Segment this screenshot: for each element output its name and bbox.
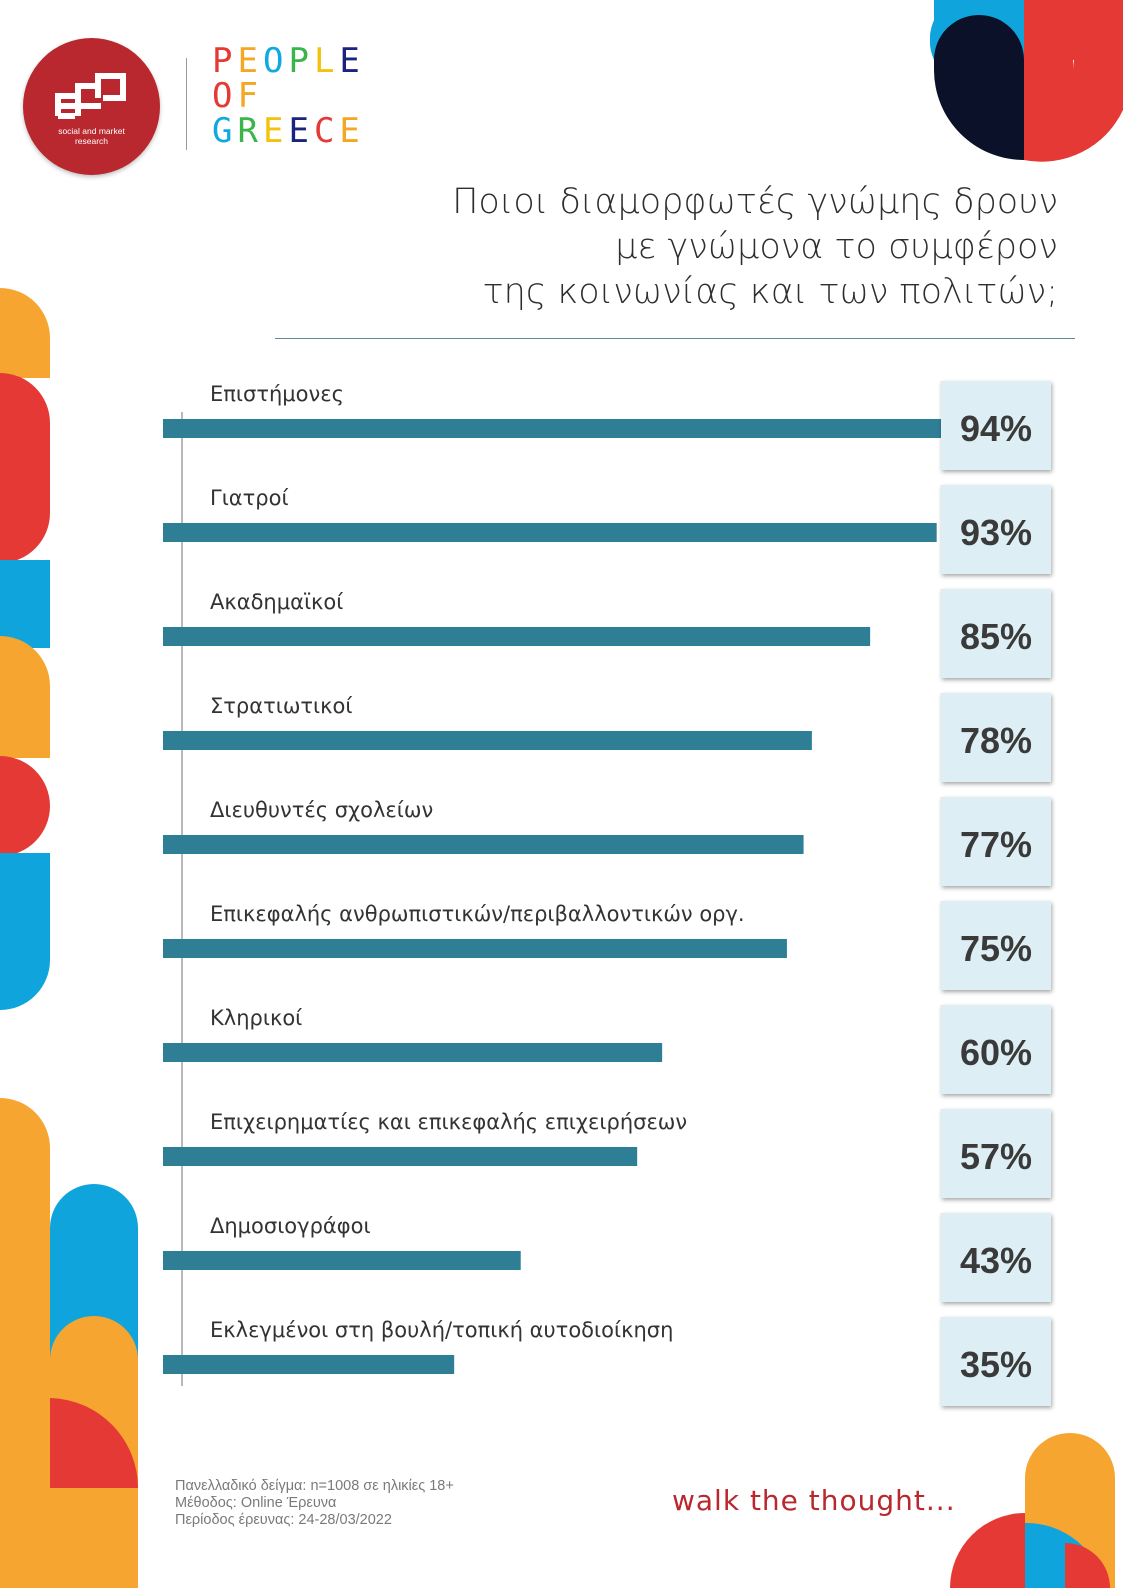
category-label: Επιστήμονες bbox=[210, 382, 344, 406]
wordmark-letter: C bbox=[313, 111, 340, 151]
category-label: Ακαδημαϊκοί bbox=[210, 590, 343, 614]
value-label: 57% bbox=[960, 1136, 1032, 1177]
methodology-notes: Πανελλαδικό δείγμα: n=1008 σε ηλικίες 18… bbox=[175, 1478, 454, 1529]
bar bbox=[163, 1251, 521, 1270]
category-label: Επιχειρηματίες και επικεφαλής επιχειρήσε… bbox=[210, 1110, 687, 1134]
wordmark-line: PEOPLE bbox=[212, 44, 365, 79]
bar bbox=[163, 731, 812, 750]
category-label: Στρατιωτικοί bbox=[210, 694, 353, 718]
value-box bbox=[941, 485, 1051, 574]
category-label: Κληρικοί bbox=[210, 1006, 302, 1030]
top-right-decoration bbox=[930, 0, 1123, 162]
bar bbox=[163, 1043, 663, 1062]
title-underline bbox=[275, 338, 1075, 339]
wordmark-letter: O bbox=[212, 76, 238, 116]
people-of-greece-wordmark: PEOPLE OF GREECE bbox=[212, 44, 365, 149]
bar bbox=[163, 627, 871, 646]
category-label: Δημοσιογράφοι bbox=[210, 1214, 371, 1238]
value-label: 35% bbox=[960, 1344, 1032, 1385]
category-label: Εκλεγμένοι στη βουλή/τοπική αυτοδιοίκηση bbox=[210, 1318, 673, 1342]
wordmark-letter: R bbox=[237, 111, 263, 151]
value-label: 60% bbox=[960, 1032, 1032, 1073]
value-label: 75% bbox=[960, 928, 1032, 969]
wordmark-letter: O bbox=[262, 41, 289, 81]
value-label: 43% bbox=[960, 1240, 1032, 1281]
category-label: Διευθυντές σχολείων bbox=[210, 798, 433, 822]
wordmark-letter: F bbox=[237, 76, 263, 116]
title-line: Ποιοι διαμορφωτές γνώμης δρουν bbox=[452, 182, 1058, 222]
wordmark-letter: E bbox=[339, 41, 365, 81]
bar bbox=[163, 939, 787, 958]
note-period: Περίοδος έρευνας: 24-28/03/2022 bbox=[175, 1512, 392, 1528]
wordmark-letter: P bbox=[212, 41, 238, 81]
wordmark-letter: E bbox=[237, 41, 263, 81]
bar bbox=[163, 835, 804, 854]
bottom-left-decoration bbox=[0, 1098, 138, 1588]
value-box bbox=[941, 693, 1051, 782]
value-box bbox=[941, 1213, 1051, 1302]
bar bbox=[163, 523, 937, 542]
value-box bbox=[941, 1005, 1051, 1094]
logo-mark-icon bbox=[55, 73, 126, 119]
wordmark-letter: E bbox=[262, 111, 289, 151]
value-box bbox=[941, 1109, 1051, 1198]
value-label: 93% bbox=[960, 512, 1032, 553]
slogan: walk the thought... bbox=[672, 1484, 956, 1517]
wordmark-letter: E bbox=[339, 111, 365, 151]
value-box bbox=[941, 901, 1051, 990]
wordmark-letter: L bbox=[313, 41, 340, 81]
wordmark-letter: P bbox=[288, 41, 314, 81]
bar bbox=[163, 1355, 455, 1374]
bar-chart: Επιστήμονες 94% Γιατροί 93% Ακαδημαϊκοί 85% Στ… bbox=[163, 381, 1051, 1406]
value-label: 78% bbox=[960, 720, 1032, 761]
note-method: Μέθοδος: Online Έρευνα bbox=[175, 1495, 337, 1511]
value-box bbox=[941, 589, 1051, 678]
wordmark-letter: E bbox=[288, 111, 314, 151]
ssm-logo: social and market research bbox=[23, 38, 160, 175]
value-label: 94% bbox=[960, 408, 1032, 449]
left-edge-decoration bbox=[0, 288, 50, 1010]
category-label: Γιατροί bbox=[210, 486, 289, 510]
wordmark-letter: G bbox=[212, 111, 238, 151]
wordmark-line: OF bbox=[212, 79, 365, 114]
bottom-right-decoration bbox=[950, 1433, 1115, 1588]
value-label: 77% bbox=[960, 824, 1032, 865]
bar bbox=[163, 419, 945, 438]
title-line: της κοινωνίας και των πολιτών; bbox=[482, 272, 1058, 312]
logo-caption: social and market research bbox=[58, 126, 125, 146]
note-sample: Πανελλαδικό δείγμα: n=1008 σε ηλικίες 18… bbox=[175, 1478, 454, 1494]
chart-title: Ποιοι διαμορφωτές γνώμης δρουν με γνώμον… bbox=[300, 180, 1058, 315]
category-label: Επικεφαλής ανθρωπιστικών/περιβαλλοντικών… bbox=[210, 902, 745, 926]
title-line: με γνώμονα το συμφέρον bbox=[615, 227, 1058, 267]
value-box bbox=[941, 1317, 1051, 1406]
wordmark-line: GREECE bbox=[212, 114, 365, 149]
header-divider bbox=[186, 58, 187, 150]
value-box bbox=[941, 797, 1051, 886]
value-label: 85% bbox=[960, 616, 1032, 657]
bar bbox=[163, 1147, 638, 1166]
value-box bbox=[941, 381, 1051, 470]
